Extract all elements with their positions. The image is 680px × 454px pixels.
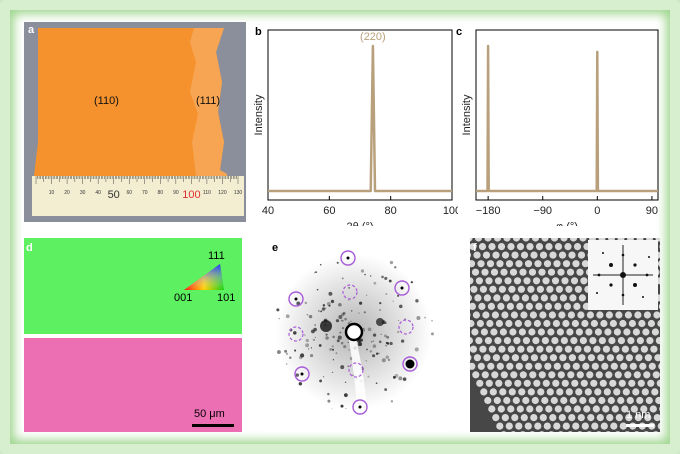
spot-ring (402, 356, 418, 372)
fft-spot (596, 292, 598, 294)
panel-f-label: f (473, 242, 477, 254)
ipf-label-101: 101 (217, 292, 236, 304)
ruler-label-20: 20 (64, 190, 70, 196)
fft-spot (609, 283, 613, 287)
x-tick-label: 80 (385, 205, 397, 217)
scalebar-f-label: 1 nm (626, 409, 651, 421)
ruler-label-120: 120 (218, 190, 227, 196)
y-axis-label: Intensity (253, 94, 265, 135)
ruler-label-60: 60 (126, 190, 132, 196)
fft-spot (642, 296, 644, 298)
ruler-label-10: 10 (49, 190, 55, 196)
x-tick-label: −90 (533, 205, 552, 217)
hrtem-lattice-image (470, 238, 660, 432)
panel-a-label: a (28, 24, 35, 36)
panel-c-label: c (456, 26, 463, 38)
fft-spot (621, 293, 625, 297)
panel-f-hrtem: f 1 nm (470, 238, 660, 432)
fft-spot (602, 252, 604, 254)
fft-spot (633, 263, 637, 267)
panel-e-diffraction: e (268, 238, 446, 432)
beam-stop (344, 322, 364, 342)
bright-cluster (320, 320, 332, 332)
ruler-label-30: 30 (80, 190, 86, 196)
panel-d-label: d (26, 242, 33, 254)
fft-spot (633, 283, 637, 287)
diffraction-spot (294, 297, 298, 301)
fft-spot (620, 272, 626, 278)
ruler-label-90: 90 (173, 190, 179, 196)
plot-frame (475, 29, 659, 201)
plot-frame (267, 29, 453, 201)
x-tick-label: 90 (646, 205, 658, 217)
spot-ring (294, 366, 310, 382)
peak-label: (220) (360, 31, 386, 43)
spot-ring-dashed (342, 284, 358, 300)
y-axis-label: Intensity (461, 94, 473, 135)
ruler-label-110: 110 (203, 190, 211, 196)
ipf-label-001: 001 (174, 292, 193, 304)
ruler-label-50: 50 (108, 189, 120, 201)
fft-spot (597, 273, 601, 277)
fft-spot (621, 253, 625, 257)
x-tick-label: −180 (476, 205, 501, 217)
spot-ring-dashed (398, 319, 414, 335)
x-axis-label: φ (°) (556, 221, 578, 226)
spot-ring-dashed (288, 326, 304, 342)
panel-d-ebsd: d 111 001 101 50 μm (24, 238, 242, 432)
ebsd-map-bottom (24, 338, 242, 432)
spot-ring (352, 399, 368, 415)
fft-spot (648, 256, 650, 258)
ruler-label-40: 40 (95, 190, 101, 196)
scalebar-f (626, 424, 654, 427)
panel-e-label: e (272, 242, 279, 254)
ruler-label-80: 80 (158, 190, 164, 196)
scalebar-d-label: 50 μm (194, 408, 225, 420)
ipf-legend (184, 264, 224, 290)
x-axis-label: 2θ (°) (346, 221, 373, 226)
region-111-label: (111) (196, 95, 221, 107)
panel-a-photo: 10 20 30 40 50 60 70 80 90 100 110 120 130 a (110) (… (24, 22, 246, 222)
spot-ring-dashed (348, 362, 364, 378)
diffraction-spot (358, 405, 362, 409)
panel-b-label: b (255, 26, 262, 38)
x-tick-label: 0 (594, 205, 600, 217)
diffraction-spot (400, 286, 404, 290)
diffraction-spot (346, 256, 350, 260)
spot-ring (394, 280, 410, 296)
diffraction-spot (408, 362, 412, 366)
bright-cluster (376, 318, 384, 326)
ruler-label-70: 70 (142, 190, 148, 196)
panel-c-chart: −180 −90 0 90 φ (°) Intensity c (452, 22, 664, 226)
x-tick-label: 100 (443, 205, 458, 217)
spot-ring (288, 291, 304, 307)
panel-b-chart: 40 60 80 100 2θ (°) Intensity (220) b (248, 22, 458, 226)
ruler-label-130: 130 (234, 190, 243, 196)
x-tick-label: 40 (262, 205, 274, 217)
scalebar-d (192, 424, 234, 427)
ipf-label-111: 111 (208, 250, 225, 262)
region-110-label: (110) (94, 95, 119, 107)
x-tick-label: 60 (323, 205, 335, 217)
data-series-line (268, 44, 452, 193)
spot-ring (340, 250, 356, 266)
data-series-line (476, 44, 658, 193)
diffraction-spot (300, 372, 304, 376)
fft-spot (609, 263, 613, 267)
fft-spot (645, 273, 649, 277)
ruler-label-100: 100 (182, 189, 200, 201)
crystal-photo: 10 20 30 40 50 60 70 80 90 100 110 120 130 (32, 28, 244, 216)
